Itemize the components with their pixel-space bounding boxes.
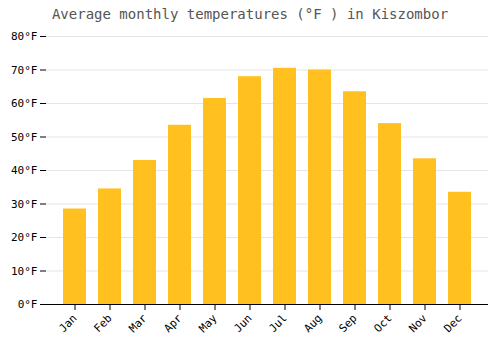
svg-text:Sep: Sep [336,312,359,335]
svg-text:Oct: Oct [371,312,394,335]
svg-text:Jan: Jan [56,312,79,335]
svg-text:10°F: 10°F [11,265,38,278]
svg-text:80°F: 80°F [11,30,38,43]
svg-text:Nov: Nov [406,311,430,335]
svg-text:Jun: Jun [231,312,254,335]
svg-text:40°F: 40°F [11,164,38,177]
svg-text:60°F: 60°F [11,97,38,110]
svg-text:30°F: 30°F [11,198,38,211]
svg-text:Feb: Feb [91,312,114,335]
svg-text:Aug: Aug [301,312,324,335]
svg-text:0°F: 0°F [18,298,38,311]
svg-text:Jul: Jul [266,312,289,335]
svg-text:Dec: Dec [441,312,464,335]
svg-text:Apr: Apr [161,311,185,335]
svg-text:20°F: 20°F [11,231,38,244]
svg-text:70°F: 70°F [11,64,38,77]
html-text:Average monthly temperatures (: Average monthly temperatures (°F ) in Ki… [51,6,449,22]
svg-text:50°F: 50°F [11,131,38,144]
svg-text:Mar: Mar [126,311,150,335]
svg-text:May: May [196,311,220,335]
